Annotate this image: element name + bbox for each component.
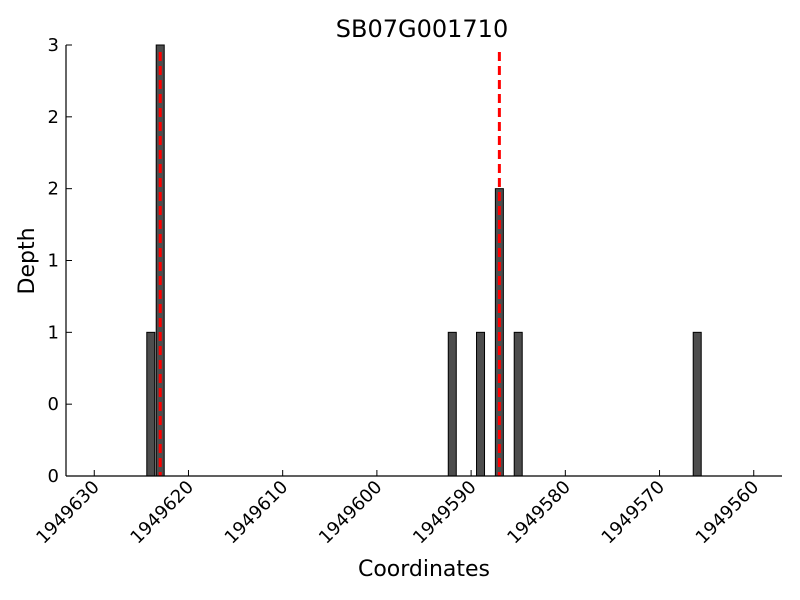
y-ticks-layer: 0 0 1 1 2 2 3 [48, 35, 72, 487]
depth-bar [146, 331, 156, 477]
depth-bar [692, 331, 702, 477]
y-tick-label: 0 [48, 466, 59, 487]
x-ticks-layer: 1949630 1949620 1949610 1949600 1949590 19495… [32, 470, 763, 548]
y-tick-label: 0 [48, 394, 59, 415]
bars-layer [146, 44, 702, 477]
x-tick-label: 1949600 [315, 477, 387, 549]
x-tick-label: 1949610 [221, 477, 293, 549]
y-tick-label: 2 [48, 107, 59, 128]
depth-bar [476, 331, 486, 477]
x-tick-label: 1949620 [126, 477, 198, 549]
reference-lines-layer [158, 52, 501, 476]
depth-bar [513, 331, 523, 477]
depth-bar [447, 331, 457, 477]
x-tick-label: 1949590 [409, 477, 481, 549]
x-tick-label: 1949560 [692, 477, 764, 549]
x-tick-label: 1949580 [503, 477, 575, 549]
x-tick-label: 1949630 [32, 477, 104, 549]
y-tick-label: 1 [48, 251, 59, 272]
chart-title: SB07G001710 [336, 15, 508, 43]
x-axis-label: Coordinates [358, 557, 490, 582]
x-tick-label: 1949570 [598, 477, 670, 549]
y-tick-label: 3 [48, 35, 59, 56]
y-axis-label: Depth [15, 227, 40, 294]
y-tick-label: 2 [48, 179, 59, 200]
y-tick-label: 1 [48, 322, 59, 343]
